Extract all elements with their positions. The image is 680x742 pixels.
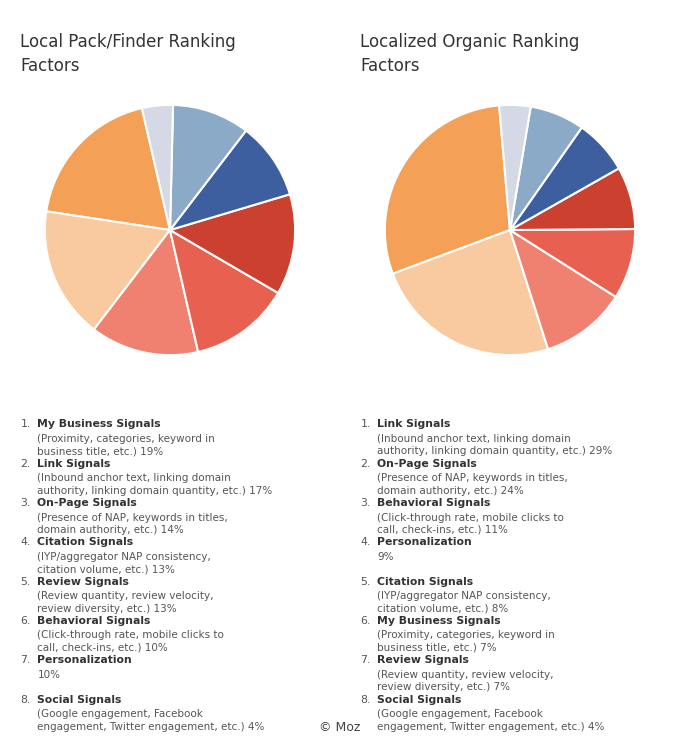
Text: 6.: 6. bbox=[20, 616, 31, 626]
Text: (Click-through rate, mobile clicks to
call, check-ins, etc.) 10%: (Click-through rate, mobile clicks to ca… bbox=[37, 631, 224, 653]
Text: 10%: 10% bbox=[37, 670, 61, 680]
Text: 8.: 8. bbox=[20, 695, 31, 704]
Text: My Business Signals: My Business Signals bbox=[37, 419, 161, 429]
Text: Social Signals: Social Signals bbox=[377, 695, 462, 704]
Text: 3.: 3. bbox=[360, 498, 371, 508]
Text: Personalization: Personalization bbox=[377, 537, 472, 547]
Wedge shape bbox=[46, 108, 170, 230]
Wedge shape bbox=[170, 194, 295, 293]
Text: (Presence of NAP, keywords in titles,
domain authority, etc.) 24%: (Presence of NAP, keywords in titles, do… bbox=[377, 473, 568, 496]
Text: 7.: 7. bbox=[360, 655, 371, 665]
Text: (IYP/aggregator NAP consistency,
citation volume, etc.) 13%: (IYP/aggregator NAP consistency, citatio… bbox=[37, 552, 211, 574]
Text: On-Page Signals: On-Page Signals bbox=[377, 459, 477, 468]
Text: 5.: 5. bbox=[360, 577, 371, 586]
Wedge shape bbox=[170, 230, 278, 352]
Text: (Proximity, categories, keyword in
business title, etc.) 7%: (Proximity, categories, keyword in busin… bbox=[377, 631, 555, 653]
Wedge shape bbox=[510, 168, 635, 230]
Text: (Proximity, categories, keyword in
business title, etc.) 19%: (Proximity, categories, keyword in busin… bbox=[37, 434, 215, 456]
Text: Citation Signals: Citation Signals bbox=[377, 577, 473, 586]
Text: Local Pack/Finder Ranking
Factors: Local Pack/Finder Ranking Factors bbox=[20, 33, 236, 75]
Wedge shape bbox=[510, 230, 616, 349]
Text: 1.: 1. bbox=[20, 419, 31, 429]
Text: © Moz: © Moz bbox=[320, 721, 360, 734]
Text: Social Signals: Social Signals bbox=[37, 695, 122, 704]
Wedge shape bbox=[170, 131, 290, 230]
Text: On-Page Signals: On-Page Signals bbox=[37, 498, 137, 508]
Text: (Click-through rate, mobile clicks to
call, check-ins, etc.) 11%: (Click-through rate, mobile clicks to ca… bbox=[377, 513, 564, 535]
Text: Link Signals: Link Signals bbox=[37, 459, 111, 468]
Wedge shape bbox=[142, 105, 173, 230]
Text: Localized Organic Ranking
Factors: Localized Organic Ranking Factors bbox=[360, 33, 580, 75]
Text: 5.: 5. bbox=[20, 577, 31, 586]
Text: (Google engagement, Facebook
engagement, Twitter engagement, etc.) 4%: (Google engagement, Facebook engagement,… bbox=[37, 709, 265, 732]
Text: Behavioral Signals: Behavioral Signals bbox=[37, 616, 151, 626]
Text: (Review quantity, review velocity,
review diversity, etc.) 7%: (Review quantity, review velocity, revie… bbox=[377, 670, 554, 692]
Text: My Business Signals: My Business Signals bbox=[377, 616, 501, 626]
Text: Link Signals: Link Signals bbox=[377, 419, 451, 429]
Wedge shape bbox=[510, 128, 619, 230]
Text: 4.: 4. bbox=[360, 537, 371, 547]
Text: 1.: 1. bbox=[360, 419, 371, 429]
Text: 2.: 2. bbox=[360, 459, 371, 468]
Text: 4.: 4. bbox=[20, 537, 31, 547]
Wedge shape bbox=[45, 211, 170, 329]
Wedge shape bbox=[510, 229, 635, 297]
Wedge shape bbox=[510, 107, 582, 230]
Text: (Google engagement, Facebook
engagement, Twitter engagement, etc.) 4%: (Google engagement, Facebook engagement,… bbox=[377, 709, 605, 732]
Text: (Inbound anchor text, linking domain
authority, linking domain quantity, etc.) 1: (Inbound anchor text, linking domain aut… bbox=[37, 473, 273, 496]
Wedge shape bbox=[170, 105, 246, 230]
Text: Review Signals: Review Signals bbox=[37, 577, 129, 586]
Text: (Review quantity, review velocity,
review diversity, etc.) 13%: (Review quantity, review velocity, revie… bbox=[37, 591, 214, 614]
Wedge shape bbox=[385, 105, 510, 274]
Text: Behavioral Signals: Behavioral Signals bbox=[377, 498, 491, 508]
Wedge shape bbox=[499, 105, 531, 230]
Wedge shape bbox=[94, 230, 198, 355]
Text: Personalization: Personalization bbox=[37, 655, 132, 665]
Text: 2.: 2. bbox=[20, 459, 31, 468]
Wedge shape bbox=[393, 230, 548, 355]
Text: (Inbound anchor text, linking domain
authority, linking domain quantity, etc.) 2: (Inbound anchor text, linking domain aut… bbox=[377, 434, 613, 456]
Text: Citation Signals: Citation Signals bbox=[37, 537, 133, 547]
Text: (Presence of NAP, keywords in titles,
domain authority, etc.) 14%: (Presence of NAP, keywords in titles, do… bbox=[37, 513, 228, 535]
Text: 6.: 6. bbox=[360, 616, 371, 626]
Text: Review Signals: Review Signals bbox=[377, 655, 469, 665]
Text: 7.: 7. bbox=[20, 655, 31, 665]
Text: (IYP/aggregator NAP consistency,
citation volume, etc.) 8%: (IYP/aggregator NAP consistency, citatio… bbox=[377, 591, 551, 614]
Text: 9%: 9% bbox=[377, 552, 394, 562]
Text: 8.: 8. bbox=[360, 695, 371, 704]
Text: 3.: 3. bbox=[20, 498, 31, 508]
